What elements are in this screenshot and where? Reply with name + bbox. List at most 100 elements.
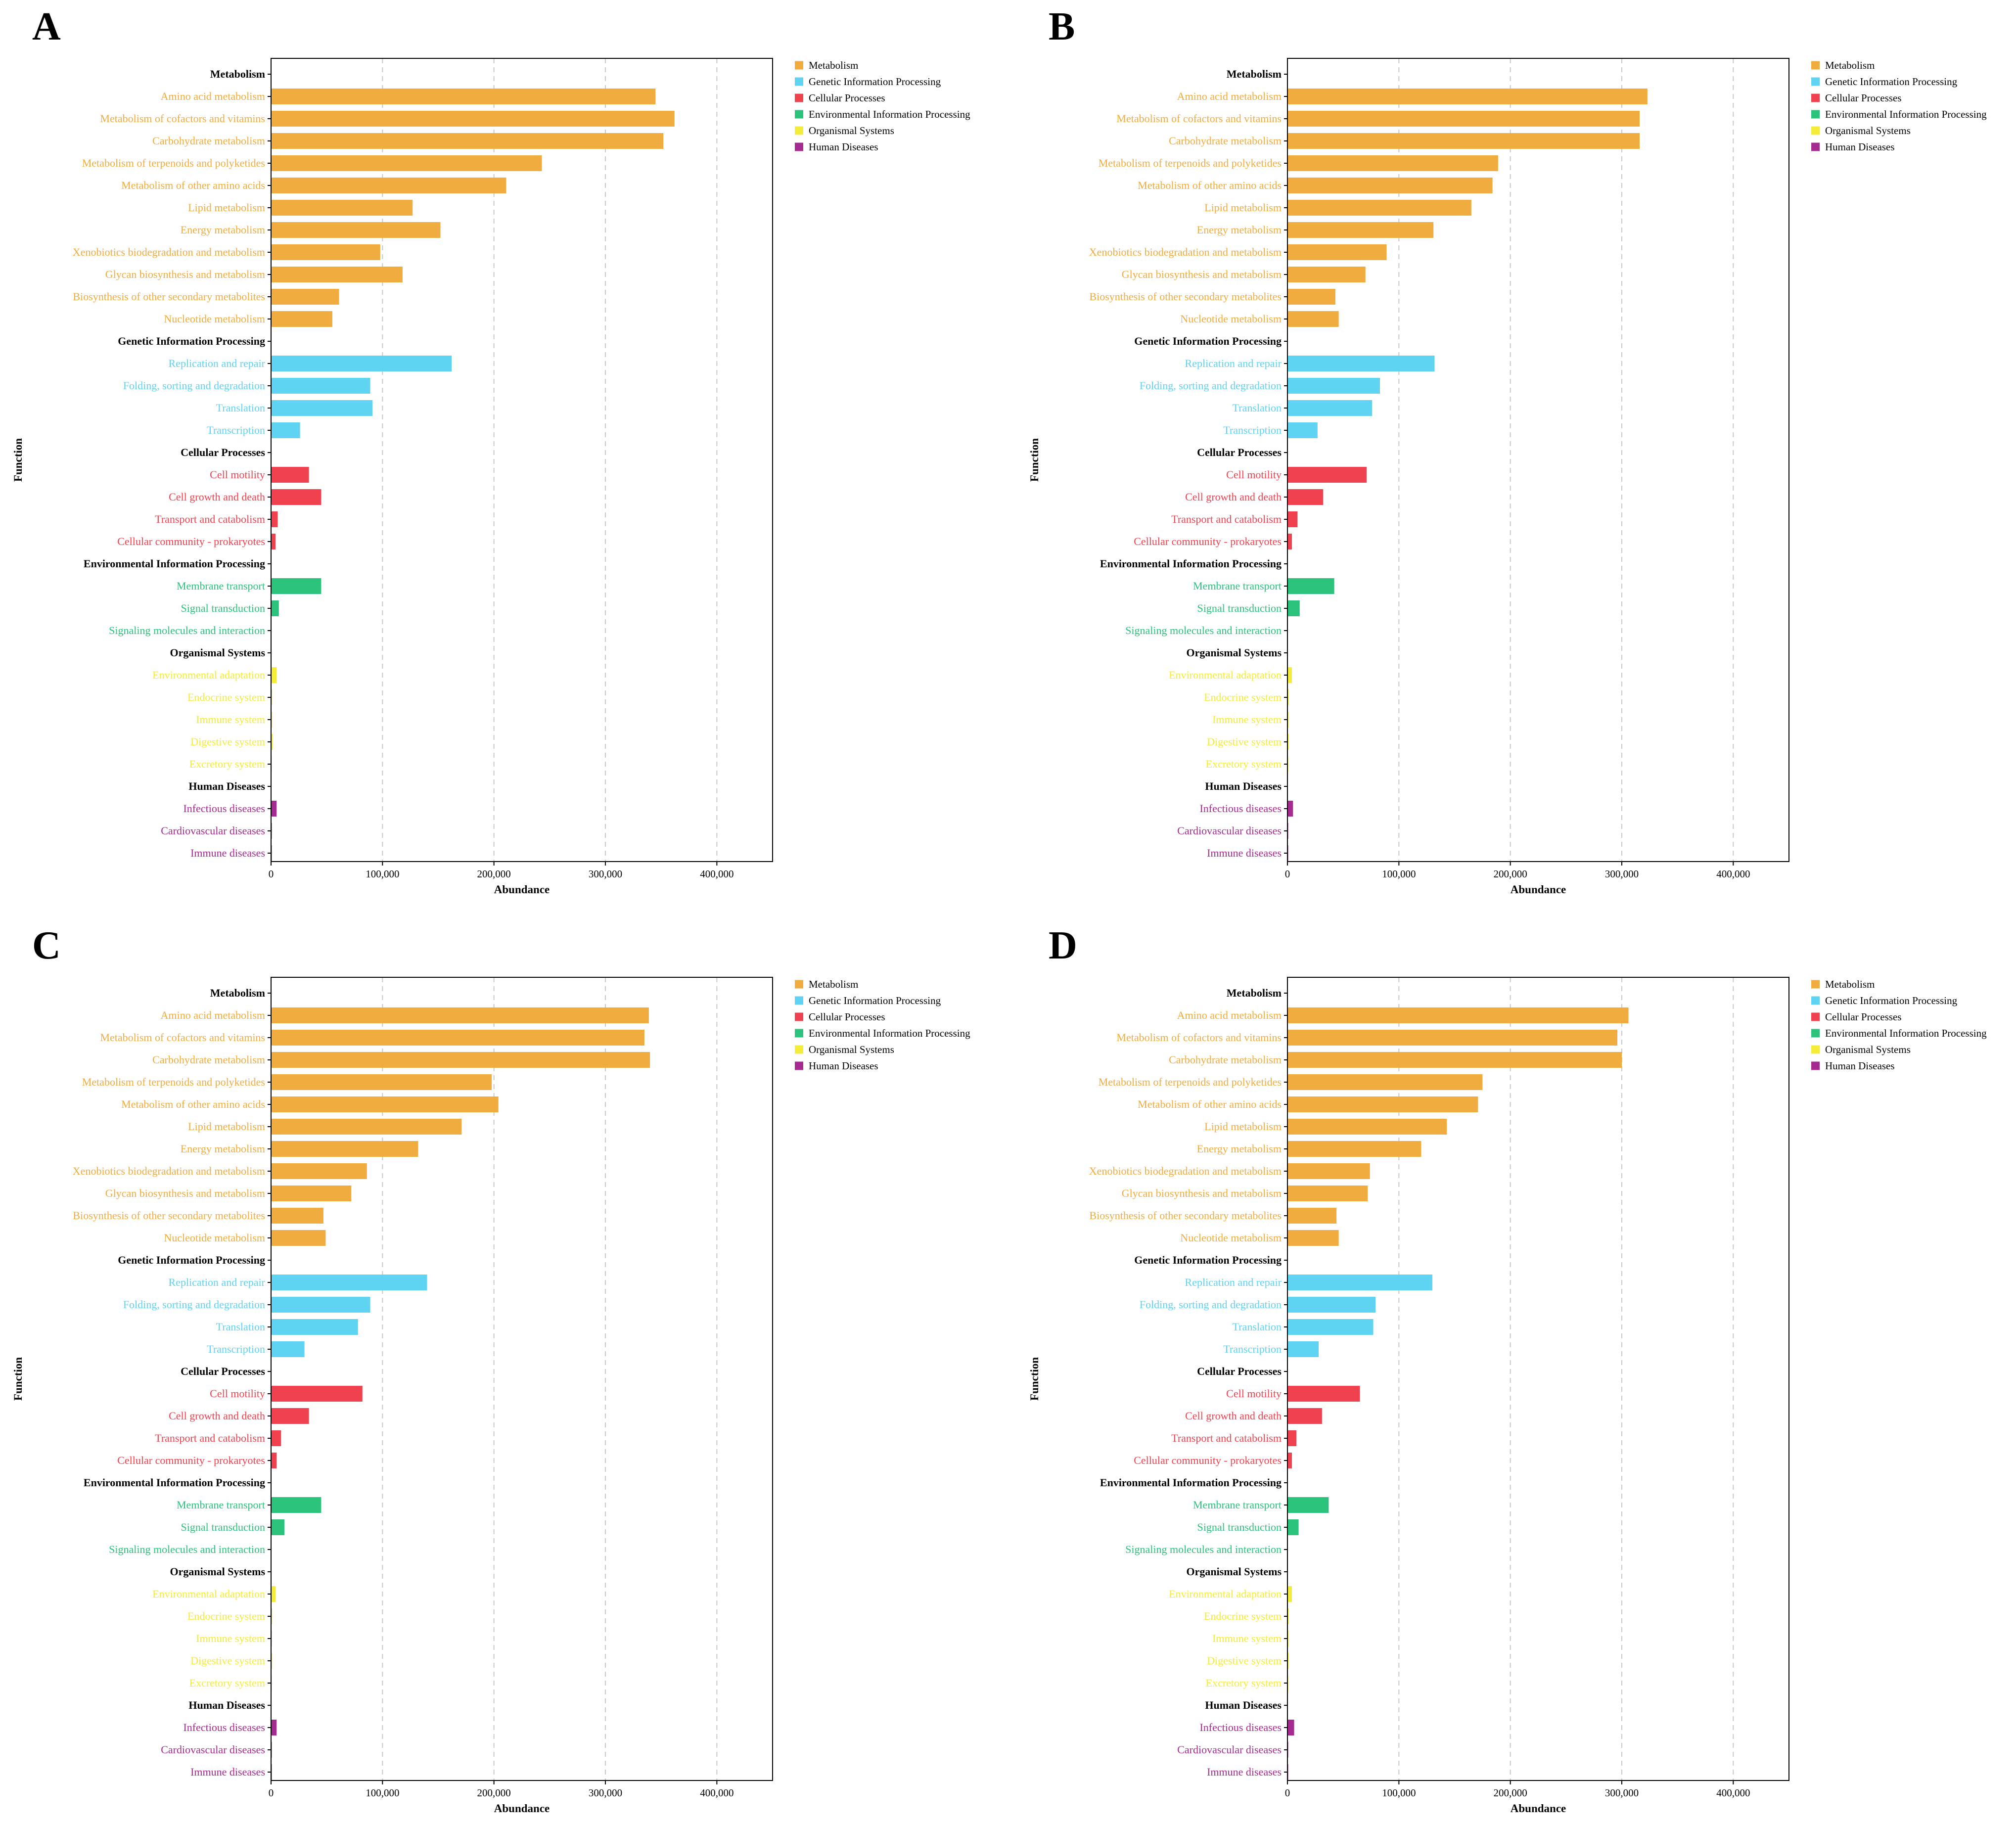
category-label: Metabolism of terpenoids and polyketides [1099, 157, 1282, 169]
legend-label: Environmental Information Processing [1825, 108, 1987, 120]
category-label: Transcription [207, 424, 265, 436]
category-label: Infectious diseases [183, 802, 265, 815]
panel-letter: A [32, 5, 61, 48]
x-tick-label: 200,000 [477, 868, 511, 880]
group-label: Genetic Information Processing [118, 1254, 265, 1266]
group-label: Organismal Systems [1187, 646, 1282, 659]
legend-swatch [795, 1045, 803, 1054]
bar [271, 244, 380, 260]
category-label: Carbohydrate metabolism [152, 1053, 265, 1066]
y-axis-title: Function [1028, 1357, 1041, 1401]
category-label: Metabolism of terpenoids and polyketides [1099, 1076, 1282, 1088]
legend-label: Metabolism [1825, 978, 1875, 990]
legend-swatch [795, 1012, 803, 1021]
category-label: Environmental adaptation [1169, 1588, 1282, 1600]
legend-swatch [1811, 1029, 1820, 1038]
x-tick-label: 0 [1285, 1787, 1290, 1799]
category-label: Metabolism of cofactors and vitamins [100, 1031, 265, 1044]
group-label: Human Diseases [1205, 1699, 1282, 1711]
category-label: Glycan biosynthesis and metabolism [1122, 268, 1282, 280]
category-label: Xenobiotics biodegradation and metabolis… [73, 1165, 265, 1177]
category-label: Translation [216, 402, 265, 414]
category-label: Signal transduction [181, 1521, 265, 1533]
legend-swatch [1811, 1012, 1820, 1021]
x-tick-label: 400,000 [700, 868, 733, 880]
category-label: Signal transduction [1197, 1521, 1282, 1533]
category-label: Endocrine system [187, 1610, 265, 1622]
category-label: Lipid metabolism [188, 201, 265, 214]
bar [271, 155, 542, 171]
legend-label: Environmental Information Processing [1825, 1027, 1987, 1039]
category-label: Signaling molecules and interaction [109, 624, 265, 637]
group-label: Human Diseases [188, 780, 265, 792]
bar [271, 111, 675, 127]
plot-frame [1287, 977, 1789, 1781]
x-tick-label: 100,000 [1382, 1787, 1416, 1799]
group-label: Environmental Information Processing [1100, 1476, 1282, 1489]
category-label: Folding, sorting and degradation [123, 379, 265, 392]
x-axis-title: Abundance [494, 1802, 550, 1815]
x-tick-label: 300,000 [1605, 1787, 1639, 1799]
legend-swatch [795, 1029, 803, 1038]
group-label: Cellular Processes [181, 446, 265, 458]
legend-swatch [795, 996, 803, 1005]
legend-label: Human Diseases [809, 1060, 878, 1072]
bar [271, 1030, 644, 1046]
x-tick-label: 300,000 [1605, 868, 1639, 880]
group-label: Environmental Information Processing [84, 1476, 265, 1489]
bar [1287, 111, 1640, 127]
bar [271, 1408, 309, 1424]
bar [1287, 289, 1335, 305]
category-label: Folding, sorting and degradation [1140, 1298, 1282, 1311]
legend-label: Organismal Systems [809, 1044, 894, 1055]
bar [271, 667, 277, 683]
bar [1287, 1497, 1329, 1513]
category-label: Energy metabolism [1197, 1142, 1282, 1155]
bar [1287, 1208, 1337, 1224]
bar [271, 1653, 273, 1669]
bar [271, 1074, 492, 1090]
legend-swatch [795, 61, 803, 70]
category-label: Xenobiotics biodegradation and metabolis… [73, 246, 265, 258]
bar [1287, 1341, 1319, 1357]
bar [271, 534, 276, 549]
category-label: Biosynthesis of other secondary metaboli… [1089, 1209, 1282, 1222]
category-label: Immune system [1212, 713, 1282, 726]
category-label: Excretory system [1206, 758, 1282, 770]
category-label: Biosynthesis of other secondary metaboli… [1089, 290, 1282, 303]
bar [1287, 1007, 1629, 1023]
bar [271, 712, 273, 728]
legend-swatch [795, 142, 803, 151]
category-label: Signaling molecules and interaction [1125, 1543, 1282, 1555]
y-axis-title: Function [1028, 438, 1041, 482]
legend-swatch [1811, 142, 1820, 151]
category-label: Cardiovascular diseases [1177, 1743, 1282, 1756]
bar [1287, 1586, 1292, 1602]
bar [1287, 534, 1292, 549]
panel-d: D Metabolism Amino acid metabolism Metaboli… [1028, 924, 1987, 1815]
category-label: Transcription [1223, 1343, 1282, 1355]
category-label: Metabolism of other amino acids [1138, 179, 1282, 191]
bar [271, 511, 278, 527]
bar [1287, 1096, 1478, 1112]
bar [271, 1453, 277, 1468]
y-axis-title: Function [12, 438, 24, 482]
category-label: Environmental adaptation [1169, 669, 1282, 681]
bar [271, 378, 370, 394]
group-label: Human Diseases [1205, 780, 1282, 792]
bar [271, 1386, 363, 1402]
category-label: Translation [1233, 402, 1282, 414]
category-label: Metabolism of cofactors and vitamins [1116, 112, 1282, 125]
bar [1287, 422, 1318, 438]
category-label: Digestive system [190, 735, 265, 748]
panel-b: B Metabolism Amino acid metabolism Metaboli… [1028, 5, 1987, 896]
bar [271, 1186, 352, 1201]
legend-label: Cellular Processes [1825, 1011, 1902, 1023]
legend-swatch [1811, 110, 1820, 119]
legend-swatch [795, 110, 803, 119]
bar [1287, 1519, 1299, 1535]
bar [271, 222, 441, 238]
category-label: Membrane transport [177, 1499, 265, 1511]
x-tick-label: 400,000 [1716, 868, 1750, 880]
category-label: Replication and repair [169, 1276, 266, 1288]
